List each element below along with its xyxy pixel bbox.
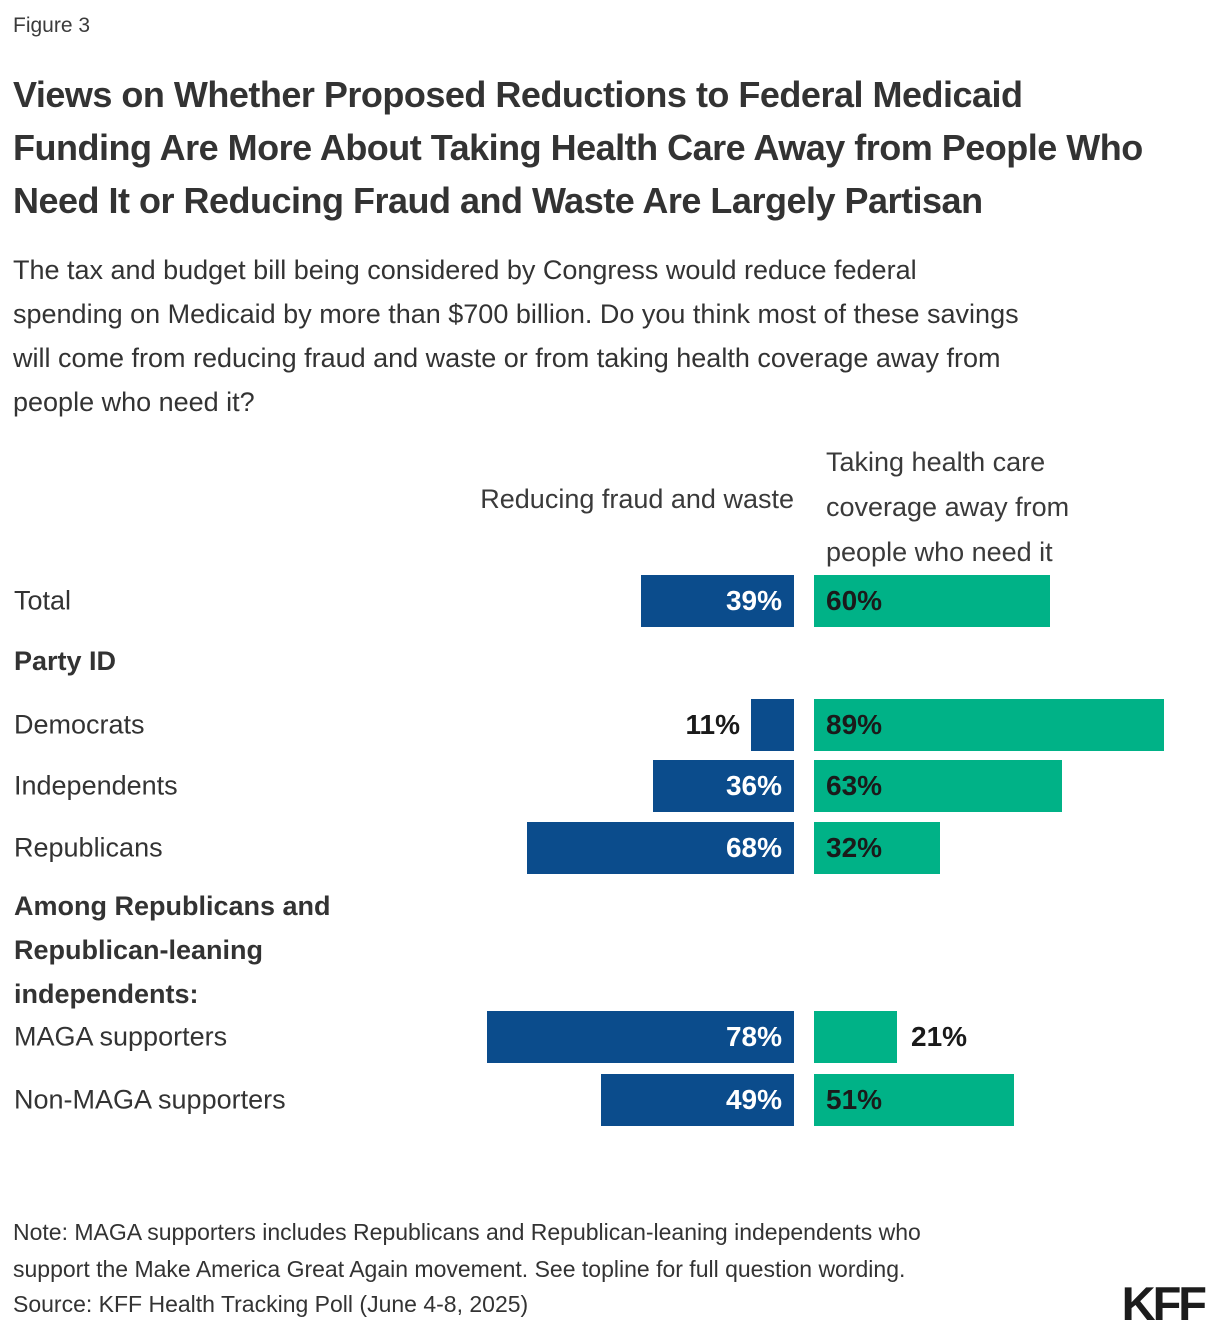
left-bar-zone: 11%	[0, 699, 794, 751]
bar-reducing-fraud-independents: 36%	[653, 760, 794, 812]
chart-title: Views on Whether Proposed Reductions to …	[13, 74, 1143, 221]
chart-row-independents: Independents 36% 63%	[0, 760, 1220, 812]
bar-reducing-fraud-non-maga: 49%	[601, 1074, 794, 1126]
bar-taking-coverage-republicans: 32%	[814, 822, 940, 874]
bar-value-label: 21%	[911, 1021, 968, 1052]
kff-logo: KFF	[1121, 1277, 1207, 1330]
row-label-total: Total	[14, 585, 72, 616]
bar-value-label: 63%	[826, 770, 883, 801]
right-bar-zone: 89%	[814, 699, 1220, 751]
bar-value-label: 39%	[725, 585, 782, 616]
chart-row-democrats: Democrats 11% 89%	[0, 699, 1220, 751]
footnote: Note: MAGA supporters includes Republica…	[13, 1219, 921, 1282]
bar-taking-coverage-non-maga: 51%	[814, 1074, 1014, 1126]
chart-row-republicans: Republicans 68% 32%	[0, 822, 1220, 874]
bar-value-label: 68%	[725, 832, 782, 863]
row-label-independents: Independents	[14, 770, 178, 801]
bar-reducing-fraud-maga: 78%	[487, 1011, 794, 1063]
bar-value-label: 89%	[826, 709, 883, 740]
figure-number: Figure 3	[13, 14, 91, 37]
right-bar-zone: 32%	[814, 822, 1220, 874]
bar-value-label: 49%	[725, 1084, 782, 1115]
bar-value-label: 51%	[826, 1084, 883, 1115]
bar-reducing-fraud-total: 39%	[641, 575, 794, 627]
right-bar-zone: 51%	[814, 1074, 1220, 1126]
bar-taking-coverage-maga	[814, 1011, 897, 1063]
chart-row-total: Total 39% 60%	[0, 575, 1220, 627]
left-bar-zone: 68%	[0, 822, 794, 874]
right-bar-zone: 21%	[814, 1011, 1220, 1063]
bar-taking-coverage-democrats: 89%	[814, 699, 1164, 751]
left-bar-zone: 36%	[0, 760, 794, 812]
source-line: Source: KFF Health Tracking Poll (June 4…	[13, 1291, 529, 1317]
bar-reducing-fraud-democrats	[751, 699, 794, 751]
row-label-non-maga-supporters: Non-MAGA supporters	[14, 1084, 286, 1115]
bar-taking-coverage-independents: 63%	[814, 760, 1062, 812]
column-header-reducing-fraud: Reducing fraud and waste	[480, 484, 794, 514]
left-bar-zone: 49%	[0, 1074, 794, 1126]
bar-taking-coverage-total: 60%	[814, 575, 1050, 627]
chart-row-maga-supporters: MAGA supporters 78% 21%	[0, 1011, 1220, 1063]
left-bar-zone: 39%	[0, 575, 794, 627]
bar-value-label: 11%	[685, 709, 741, 740]
column-header-taking-coverage: Taking health care coverage away from pe…	[826, 447, 1070, 567]
bar-value-label: 78%	[725, 1021, 782, 1052]
group-header-party-id: Party ID	[14, 646, 117, 676]
left-bar-zone: 78%	[0, 1011, 794, 1063]
bar-value-label: 36%	[725, 770, 782, 801]
bar-value-label: 60%	[826, 585, 883, 616]
chart-row-non-maga-supporters: Non-MAGA supporters 49% 51%	[0, 1074, 1220, 1126]
row-label-maga-supporters: MAGA supporters	[14, 1021, 228, 1052]
right-bar-zone: 60%	[814, 575, 1220, 627]
right-bar-zone: 63%	[814, 760, 1220, 812]
chart-subtitle: The tax and budget bill being considered…	[13, 255, 1019, 417]
bar-value-label: 32%	[826, 832, 883, 863]
group-header-republican-leaning: Among Republicans and Republican-leaning…	[14, 891, 331, 1009]
bar-reducing-fraud-republicans: 68%	[527, 822, 794, 874]
row-label-democrats: Democrats	[14, 709, 145, 740]
row-label-republicans: Republicans	[14, 832, 163, 863]
